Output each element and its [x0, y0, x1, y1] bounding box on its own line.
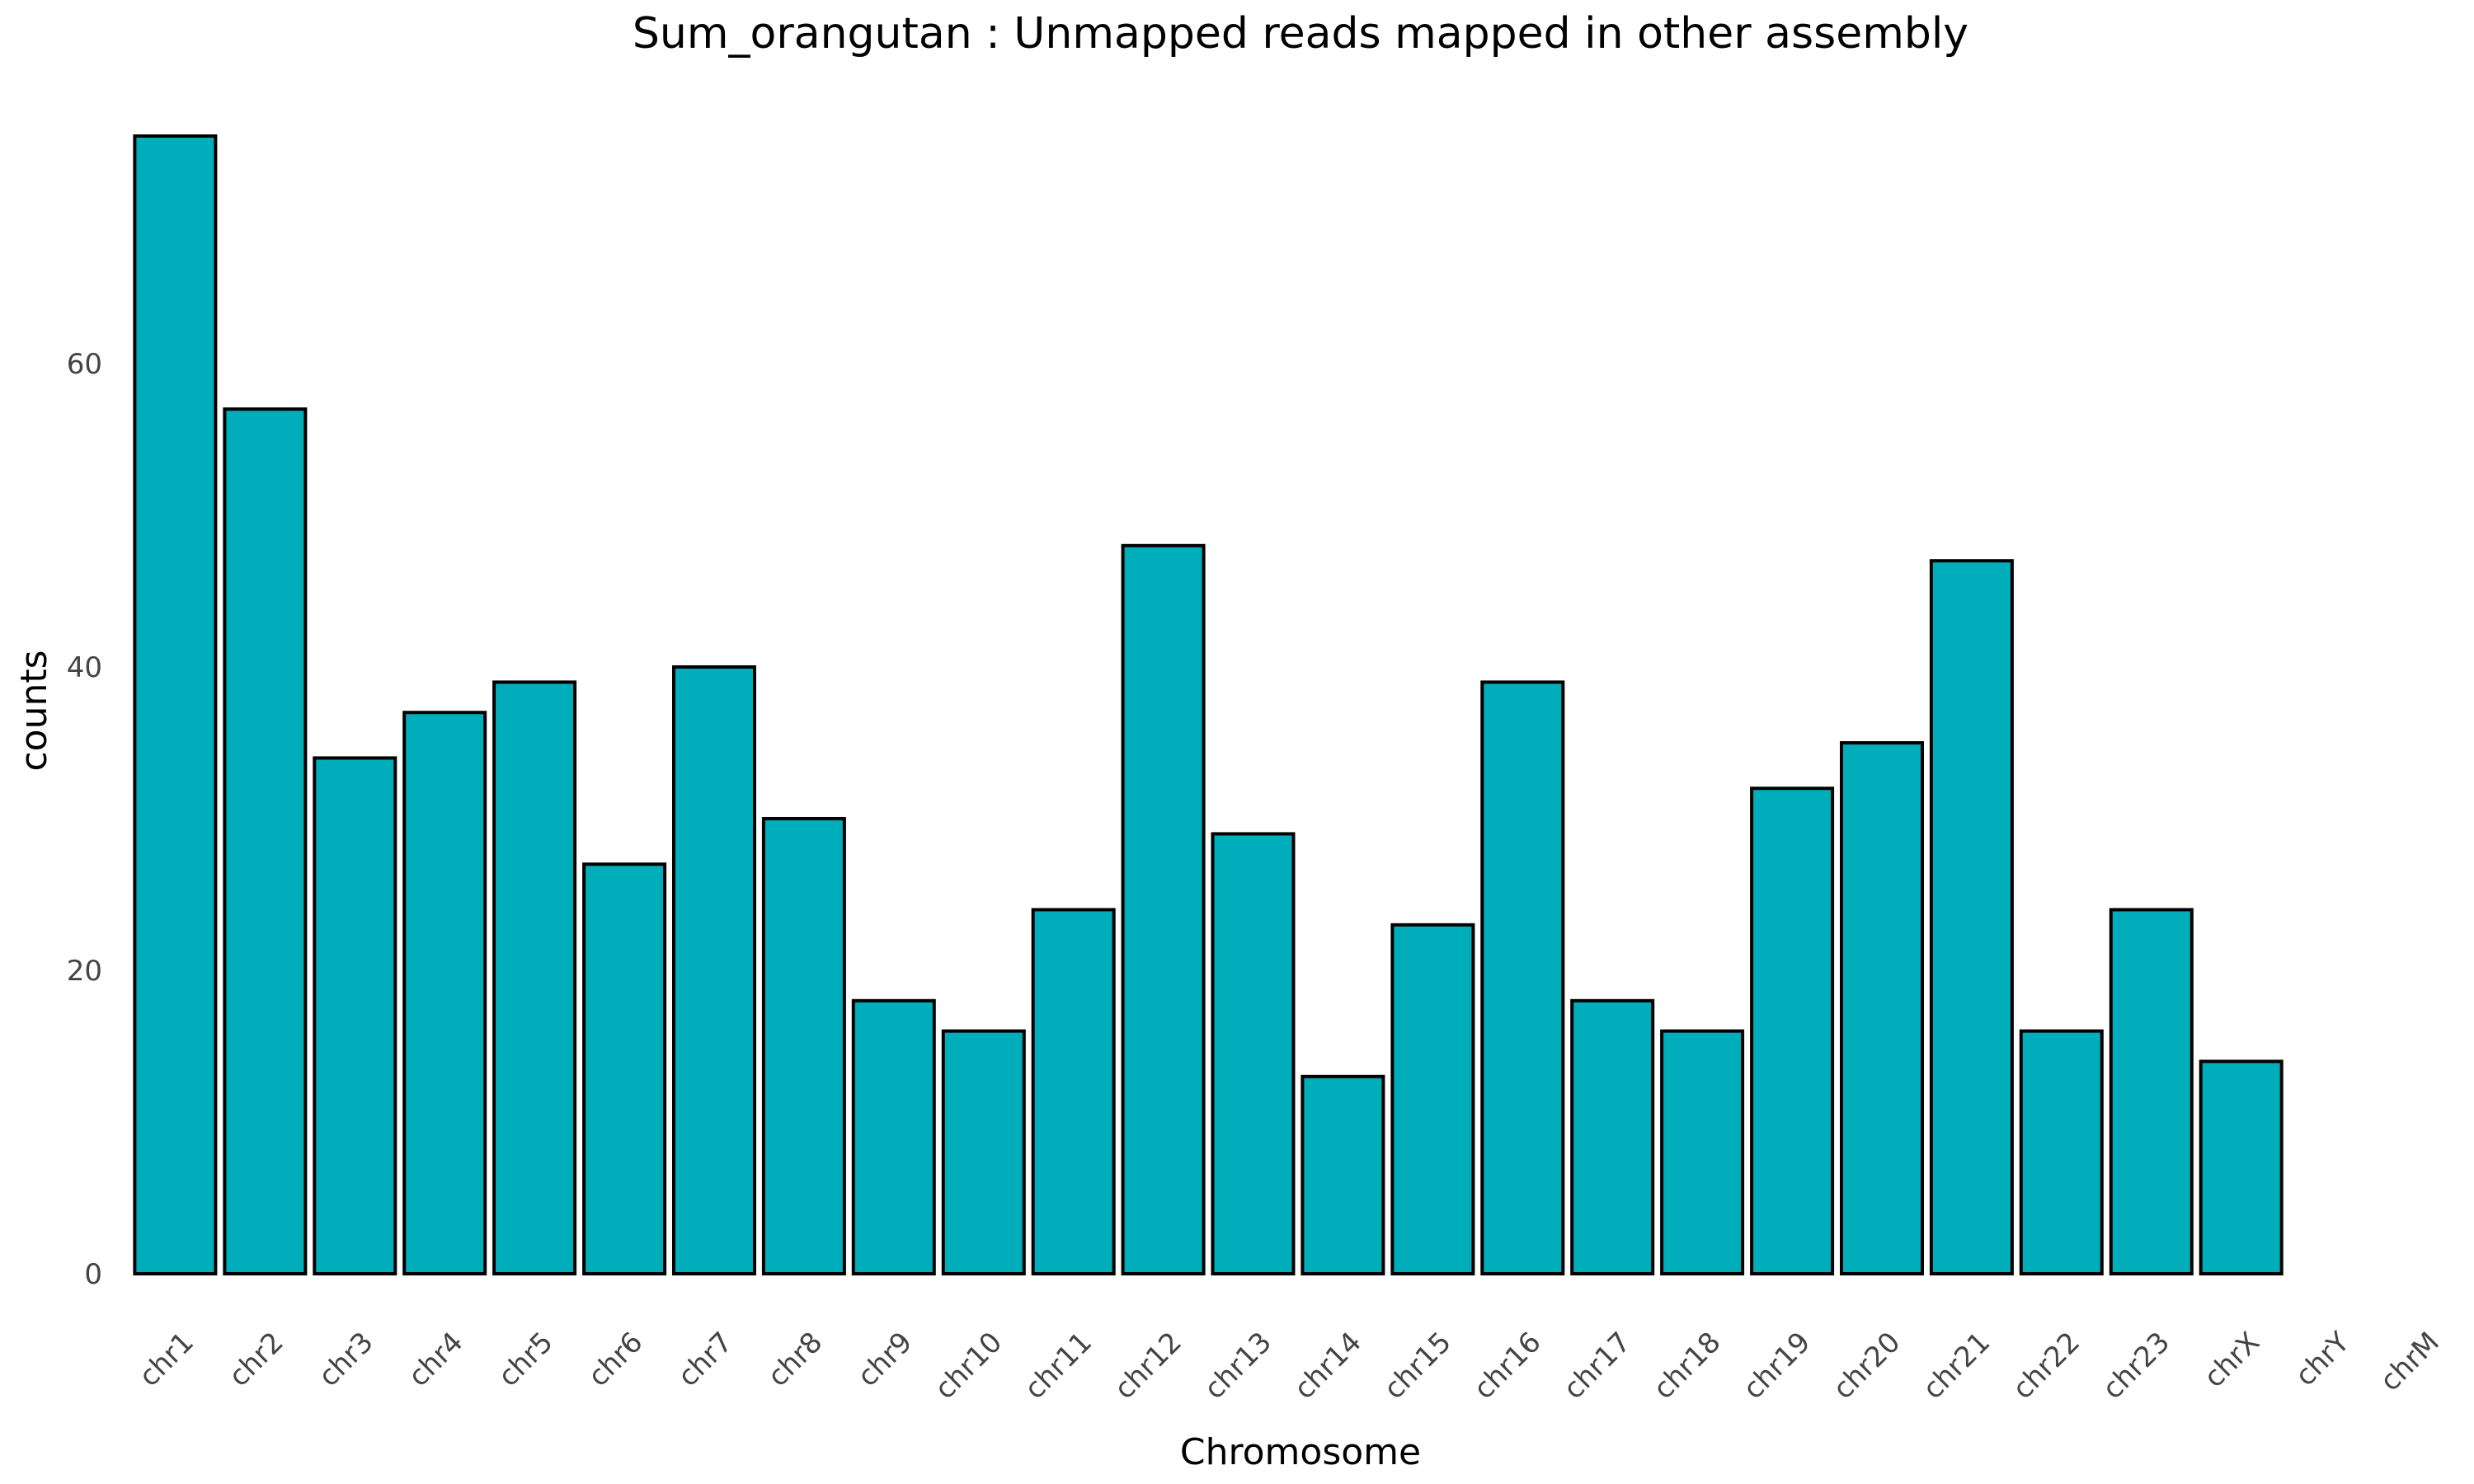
- bar-chr15: [1390, 923, 1475, 1276]
- x-tick-label-chr10: chr10: [929, 1326, 1009, 1406]
- bar-chr1: [133, 134, 218, 1275]
- x-tick-label-chr17: chr17: [1557, 1326, 1637, 1406]
- x-tick-label-chr23: chr23: [2096, 1326, 2176, 1406]
- bar-chr9: [851, 998, 936, 1276]
- x-tick-label-chr19: chr19: [1737, 1326, 1817, 1406]
- x-tick-label-chrX: chrX: [2198, 1326, 2266, 1394]
- bar-chr7: [672, 665, 756, 1275]
- bar-chr8: [761, 817, 846, 1275]
- y-tick-label-40: 40: [67, 651, 102, 684]
- x-tick-label-chr14: chr14: [1288, 1326, 1368, 1406]
- x-tick-label-chr12: chr12: [1108, 1326, 1188, 1406]
- bar-chr4: [402, 711, 487, 1275]
- x-tick-label-chr21: chr21: [1917, 1326, 1997, 1406]
- x-tick-label-chr8: chr8: [761, 1326, 829, 1393]
- x-tick-label-chr1: chr1: [133, 1326, 200, 1393]
- bar-chrX: [2199, 1059, 2284, 1276]
- x-tick-label-chr9: chr9: [851, 1326, 919, 1393]
- x-tick-label-chr3: chr3: [313, 1326, 380, 1393]
- bar-chr3: [313, 756, 397, 1275]
- x-tick-label-chr13: chr13: [1198, 1326, 1278, 1406]
- bar-chr17: [1570, 998, 1655, 1276]
- bar-chr11: [1031, 908, 1116, 1276]
- x-tick-label-chr16: chr16: [1467, 1326, 1547, 1406]
- y-axis-ticks: 0 20 40 60: [67, 348, 102, 1291]
- x-tick-label-chr11: chr11: [1018, 1326, 1098, 1406]
- x-axis-title: Chromosome: [1180, 1431, 1421, 1473]
- y-tick-label-20: 20: [67, 955, 102, 988]
- bar-chr22: [2019, 1029, 2104, 1275]
- bar-chr6: [582, 862, 667, 1275]
- x-tick-label-chr4: chr4: [402, 1326, 470, 1393]
- bar-chr23: [2109, 908, 2194, 1276]
- bar-chr19: [1750, 787, 1835, 1275]
- x-tick-label-chr15: chr15: [1378, 1326, 1458, 1406]
- bar-chr21: [1929, 559, 2014, 1275]
- bar-chr14: [1300, 1074, 1385, 1276]
- bar-chr16: [1480, 680, 1565, 1275]
- bar-chr10: [941, 1029, 1026, 1275]
- x-tick-label-chr20: chr20: [1827, 1326, 1907, 1406]
- bar-chr5: [492, 680, 577, 1275]
- bar-chr2: [223, 407, 308, 1276]
- bars-layer: [133, 134, 2284, 1276]
- x-tick-label-chr6: chr6: [582, 1326, 650, 1393]
- bar-chr18: [1660, 1029, 1745, 1275]
- y-tick-label-0: 0: [84, 1258, 102, 1291]
- x-tick-label-chrM: chrM: [2373, 1326, 2445, 1397]
- x-tick-label-chr2: chr2: [223, 1326, 290, 1393]
- x-axis-ticks: chr1 chr2 chr3 chr4 chr5 chr6 chr7 chr8 chr9 chr1…: [133, 1326, 2446, 1406]
- bar-chr20: [1840, 741, 1924, 1275]
- bar-chr12: [1121, 543, 1206, 1275]
- y-axis-title: counts: [13, 650, 55, 771]
- x-tick-label-chr5: chr5: [492, 1326, 560, 1393]
- y-tick-label-60: 60: [67, 348, 102, 381]
- x-tick-label-chrY: chrY: [2289, 1326, 2356, 1392]
- x-tick-label-chr22: chr22: [2006, 1326, 2086, 1406]
- x-tick-label-chr7: chr7: [671, 1326, 739, 1393]
- bar-chr13: [1211, 832, 1296, 1275]
- chart-title: Sum_orangutan : Unmapped reads mapped in…: [633, 9, 1968, 59]
- x-tick-label-chr18: chr18: [1647, 1326, 1727, 1406]
